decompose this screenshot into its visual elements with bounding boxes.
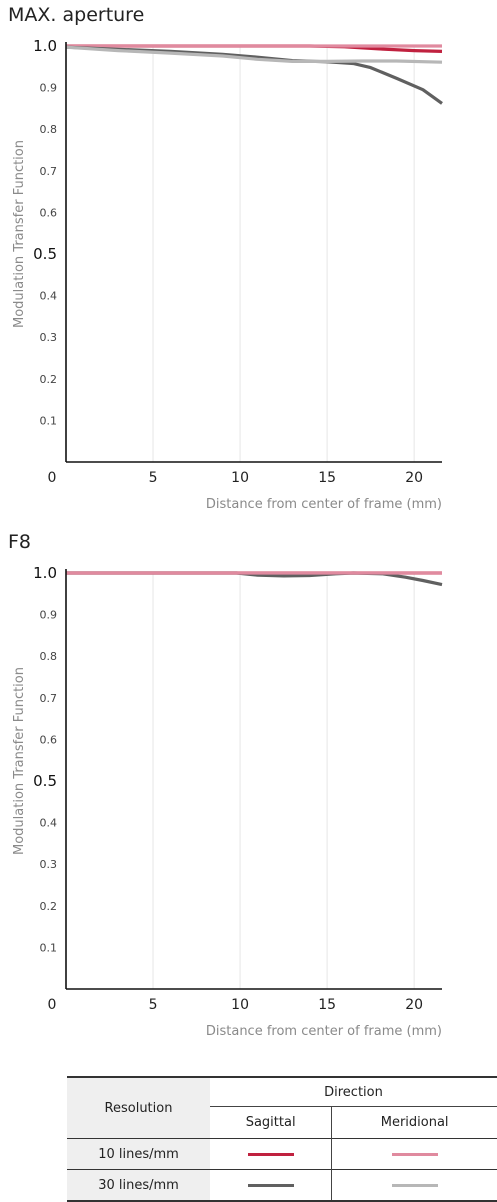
x-tick-label: 20 [405,470,423,486]
x-axis-label: Distance from center of frame (mm) [206,1024,442,1039]
legend-swatch-10-meridional [391,1152,438,1156]
mtf-chart-f8: 1.0 0.9 0.8 0.7 0.6 0.5 0.4 0.3 0.2 0.1 0 5 10 15 20 Di… [12,564,443,1039]
y-tick-label: 0.1 [40,414,58,427]
legend-cell-30-sagittal [210,1169,333,1202]
legend-swatch-30-meridional [391,1183,438,1187]
legend-table: Resolution Direction Sagittal Meridional… [67,1076,497,1202]
y-tick-label: 0.1 [40,941,58,954]
y-tick-label: 0.3 [40,331,58,344]
y-tick-label: 0.3 [40,858,58,871]
y-tick-label: 0.8 [40,650,58,663]
y-tick-label: 0.9 [40,609,58,622]
legend-resolution-header: Resolution [67,1076,210,1139]
y-axis-label: Modulation Transfer Function [12,140,27,328]
legend-meridional-header: Meridional [380,1115,449,1131]
x-tick-label: 15 [318,997,336,1013]
y-tick-label: 0.8 [40,123,58,136]
y-tick-label: 0.5 [33,245,57,263]
legend-sagittal-header: Sagittal [210,1106,333,1139]
x-tick-label: 15 [318,470,336,486]
y-tick-label: 1.0 [33,564,57,582]
series-line-3 [65,45,443,64]
x-tick-label: 5 [149,470,158,486]
series-line-2 [65,45,443,105]
y-tick-label: 0.6 [40,206,58,219]
y-tick-label: 0.6 [40,733,58,746]
legend-cell-10-meridional [331,1138,497,1170]
legend-row-label-10: 10 lines/mm [67,1138,210,1170]
y-tick-label: 0.4 [40,817,58,830]
legend-direction-header: Direction [210,1076,497,1108]
y-tick-label: 0.5 [33,772,57,790]
y-tick-label: 0.4 [40,290,58,303]
y-axis-label: Modulation Transfer Function [12,667,27,855]
y-tick-label: 0.2 [40,373,58,386]
x-tick-label: 0 [48,997,57,1013]
x-tick-label: 10 [231,997,249,1013]
x-axis-label: Distance from center of frame (mm) [206,497,442,512]
legend-swatch-10-sagittal [247,1152,294,1156]
legend-cell-10-sagittal [210,1138,333,1170]
y-tick-label: 0.9 [40,82,58,95]
series-line-1 [66,571,443,587]
legend-row-label-30: 30 lines/mm [67,1169,210,1202]
x-tick-label: 5 [149,997,158,1013]
y-tick-label: 0.7 [40,165,58,178]
chart-title-max-aperture: MAX. aperture [8,4,145,26]
y-tick-label: 0.7 [40,692,58,705]
legend-swatch-30-sagittal [247,1183,294,1187]
y-tick-label: 1.0 [33,37,57,55]
mtf-chart-max-aperture: 1.0 0.9 0.8 0.7 0.6 0.5 0.4 0.3 0.2 0.1 0 5 10 15 20 Di… [12,37,443,512]
chart-title-f8: F8 [8,531,32,553]
legend-cell-30-meridional [331,1169,497,1202]
y-tick-label: 0.2 [40,900,58,913]
x-tick-label: 20 [405,997,423,1013]
x-tick-label: 10 [231,470,249,486]
x-tick-label: 0 [48,470,57,486]
